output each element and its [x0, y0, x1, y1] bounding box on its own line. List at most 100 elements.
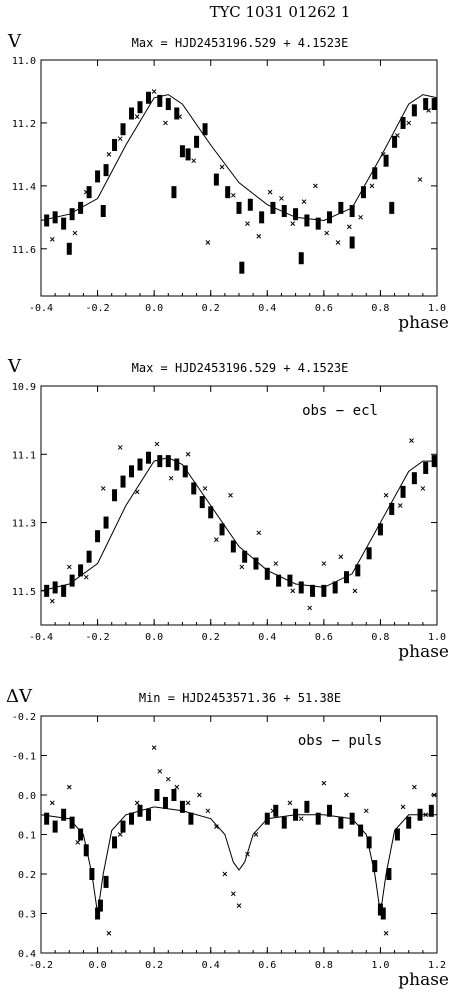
data-point-observed	[310, 584, 316, 597]
figure-title: TYC 1031 01262 1	[210, 3, 351, 21]
data-point-observed	[380, 907, 386, 920]
data-point-observed	[242, 550, 248, 563]
data-point-cross	[154, 441, 160, 447]
data-point-observed	[120, 475, 126, 488]
y-axis-label: ΔV	[6, 686, 33, 707]
data-point-observed	[154, 789, 160, 801]
data-point-observed	[264, 812, 270, 825]
data-point-observed	[52, 581, 58, 594]
data-point-observed	[219, 523, 225, 536]
data-point-cross	[363, 808, 369, 814]
data-point-cross	[400, 804, 406, 810]
y-tick-label: -0.2	[12, 712, 36, 723]
data-point-cross	[106, 930, 112, 936]
data-point-cross	[417, 177, 423, 182]
data-point-observed	[321, 584, 327, 597]
data-point-observed	[213, 173, 219, 186]
y-tick-label: 11.1	[12, 450, 36, 461]
data-point-observed	[78, 201, 84, 214]
x-tick-label: 0.6	[258, 960, 276, 971]
data-point-cross	[134, 489, 140, 495]
x-tick-label: 0.0	[145, 632, 163, 643]
x-axis-label: phase	[398, 970, 449, 990]
data-point-observed	[411, 472, 417, 485]
x-axis-label: phase	[398, 313, 449, 333]
data-point-cross	[177, 114, 182, 119]
data-point-observed	[259, 211, 265, 224]
data-point-cross	[66, 784, 72, 790]
data-point-cross	[383, 492, 389, 498]
data-point-observed	[120, 123, 126, 136]
data-point-observed	[185, 148, 191, 161]
data-point-observed	[236, 201, 242, 214]
y-tick-label: 11.2	[12, 119, 36, 130]
x-tick-label: 1.0	[371, 960, 389, 971]
data-point-observed	[86, 186, 92, 199]
x-tick-label: -0.2	[86, 632, 110, 643]
model-curve	[40, 94, 438, 222]
data-point-observed	[304, 800, 310, 813]
data-point-observed	[44, 812, 50, 825]
data-point-observed	[44, 214, 50, 227]
plot-frame	[40, 59, 438, 297]
data-point-observed	[112, 138, 118, 151]
data-point-observed	[86, 550, 92, 563]
data-point-cross	[151, 745, 157, 750]
data-point-cross	[219, 164, 225, 170]
data-point-cross	[287, 800, 293, 806]
data-point-cross	[197, 792, 202, 798]
x-tick-label: 0.6	[315, 632, 333, 643]
x-tick-label: 0.8	[371, 303, 389, 314]
data-point-observed	[230, 540, 236, 553]
data-point-observed	[315, 812, 321, 825]
data-point-observed	[171, 789, 177, 801]
data-point-observed	[129, 812, 135, 825]
data-point-observed	[61, 217, 67, 230]
data-point-observed	[103, 164, 109, 177]
data-point-cross	[202, 486, 208, 491]
data-point-observed	[145, 451, 151, 464]
y-tick-label: 0.3	[18, 910, 36, 921]
data-point-observed	[372, 167, 378, 180]
data-point-cross	[214, 824, 219, 829]
data-point-observed	[377, 903, 383, 916]
data-point-cross	[301, 199, 307, 204]
data-point-cross	[358, 214, 363, 220]
x-tick-label: 0.0	[145, 303, 163, 314]
panel-title: Max = HJD2453196.529 + 4.1523E	[132, 36, 349, 50]
data-point-observed	[52, 820, 58, 833]
data-point-cross	[338, 554, 344, 560]
data-point-cross	[205, 808, 211, 814]
data-point-observed	[298, 581, 304, 594]
data-point-observed	[349, 205, 355, 218]
x-tick-label: 0.4	[202, 960, 220, 971]
data-point-observed	[103, 875, 109, 888]
data-point-observed	[355, 564, 361, 577]
y-tick-label: 0.2	[18, 870, 36, 881]
data-point-cross	[313, 183, 318, 189]
data-point-observed	[273, 804, 279, 817]
data-point-observed	[239, 261, 245, 274]
data-point-cross	[117, 445, 123, 450]
y-tick-label: 11.0	[12, 56, 36, 67]
model-curve	[40, 806, 437, 914]
data-point-observed	[253, 557, 259, 570]
data-point-observed	[349, 236, 355, 249]
data-point-cross	[335, 240, 341, 245]
data-point-observed	[431, 455, 437, 468]
data-point-cross	[205, 240, 211, 245]
data-point-observed	[165, 455, 171, 468]
data-point-cross	[236, 903, 242, 908]
data-point-cross	[174, 784, 180, 790]
data-point-cross	[420, 486, 426, 491]
data-point-observed	[386, 868, 392, 880]
x-tick-label: 0.8	[315, 960, 333, 971]
data-point-observed	[343, 571, 349, 584]
data-point-observed	[194, 135, 200, 148]
data-point-observed	[225, 186, 231, 199]
data-point-cross	[256, 530, 262, 536]
data-point-observed	[157, 455, 163, 468]
chart-panel-2: -0.4 -0.2 0.0 0.2 0.4 0.6 0.8 1.0 10.9 11.1 11.3 11…	[7, 356, 449, 662]
data-point-cross	[49, 800, 55, 806]
data-point-observed	[69, 208, 75, 221]
